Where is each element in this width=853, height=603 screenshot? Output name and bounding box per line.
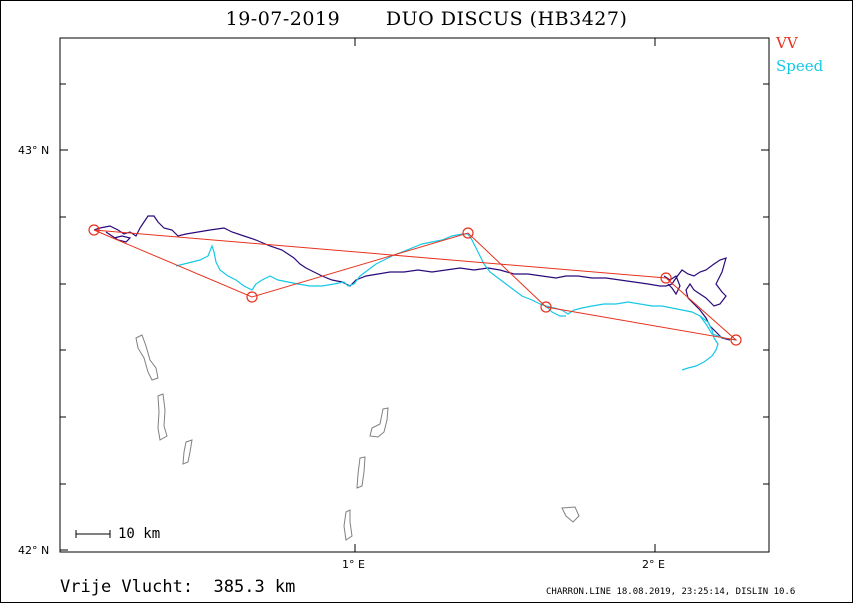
scale-bar (75, 530, 111, 538)
lake-outline (182, 439, 193, 465)
turnpoint-marker (462, 227, 474, 239)
lake-outline (561, 506, 580, 523)
flight-track-slow (93, 215, 731, 341)
turnpoints (88, 224, 742, 346)
lake-outline (157, 393, 168, 441)
map-title: 19-07-2019 DUO DISCUS (HB3427) (225, 8, 628, 30)
task-legs (93, 229, 738, 341)
turnpoint-marker (88, 224, 100, 236)
lake-outline (356, 456, 366, 489)
plot-area (59, 37, 770, 553)
lon-label-2e: 2° E (642, 558, 665, 571)
legend-vv: VV (776, 34, 798, 52)
track-path (545, 305, 566, 317)
lake-outline (343, 509, 353, 541)
track-path (105, 231, 132, 243)
lat-label-43: 43° N (18, 144, 50, 157)
free-flight-distance: Vrije Vlucht: 385.3 km (60, 577, 296, 597)
lake-outline (369, 407, 389, 438)
track-path (175, 233, 719, 371)
turnpoint-marker (540, 301, 552, 313)
lon-label-1e: 1° E (342, 558, 365, 571)
scale-bar-label: 10 km (118, 526, 161, 542)
lake-outline (135, 334, 159, 381)
legend-speed: Speed (776, 57, 823, 75)
flight-track-fast (175, 233, 737, 371)
turnpoint-marker (660, 272, 672, 284)
lake-outlines (135, 334, 580, 541)
legend-speed-label: Speed (776, 57, 824, 75)
plot-credits: CHARRON.LINE 18.08.2019, 23:25:14, DISLI… (546, 587, 796, 597)
legend-vv-label: VV (776, 34, 798, 52)
tick-marks (60, 38, 769, 552)
lat-label-42: 42° N (18, 544, 50, 557)
track-path (93, 215, 731, 341)
task-polygon (93, 229, 738, 341)
turnpoint-marker (730, 334, 742, 346)
turnpoint-marker (246, 291, 258, 303)
